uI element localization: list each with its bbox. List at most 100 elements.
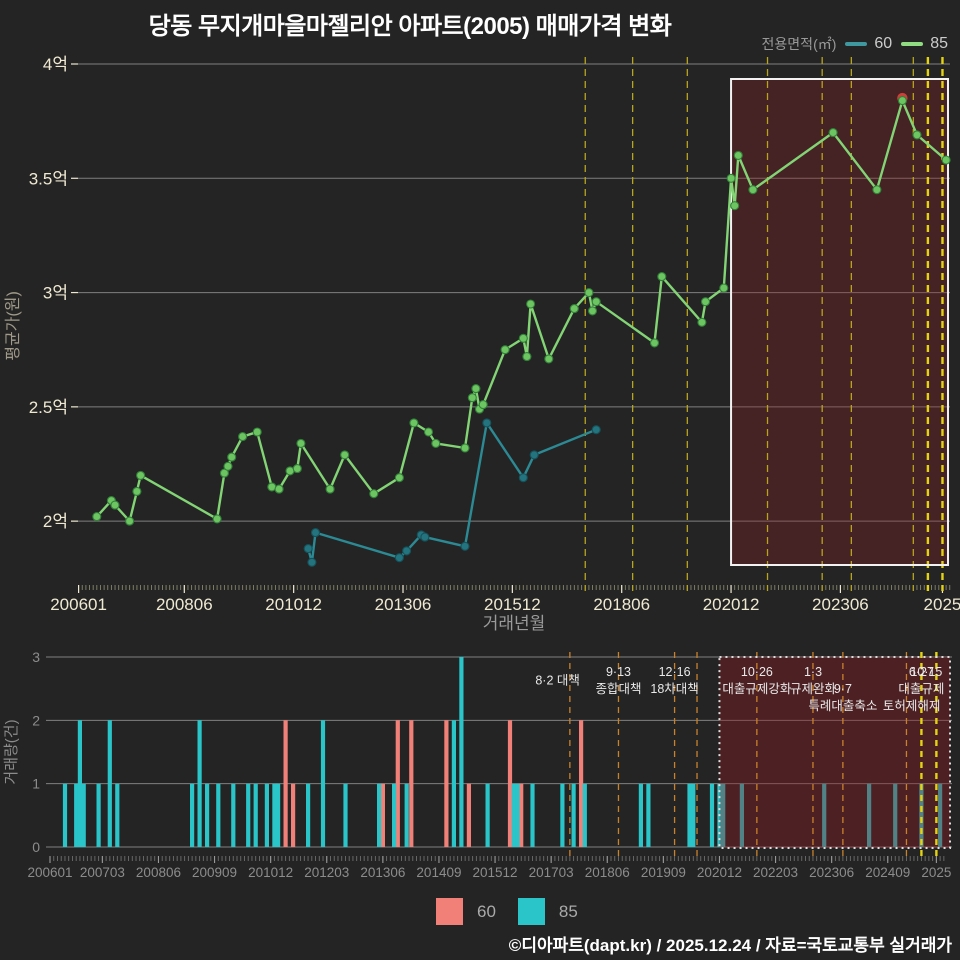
price-point-60[interactable] [303,544,313,554]
price-point-85[interactable] [478,400,488,410]
price-point-85[interactable] [828,128,838,138]
price-point-85[interactable] [223,461,233,471]
volume-bar-85[interactable] [687,783,692,847]
volume-bar-85[interactable] [272,783,277,847]
price-point-85[interactable] [252,427,262,437]
volume-bar-85[interactable] [74,783,79,847]
volume-bar-85[interactable] [276,783,281,847]
price-point-85[interactable] [394,473,404,483]
volume-bar-85[interactable] [404,783,409,847]
price-point-85[interactable] [591,297,601,307]
price-point-85[interactable] [544,354,554,364]
price-point-85[interactable] [522,352,532,362]
price-point-85[interactable] [423,427,434,437]
volume-bar-60[interactable] [507,720,513,847]
price-point-85[interactable] [369,489,379,499]
price-point-85[interactable] [132,486,142,496]
volume-bar-85[interactable] [320,720,326,847]
price-point-85[interactable] [500,345,510,355]
price-point-60[interactable] [460,541,470,551]
volume-bar-60[interactable] [466,783,471,847]
volume-bar-85[interactable] [197,720,202,847]
price-point-85[interactable] [238,432,248,442]
price-point-85[interactable] [110,500,120,510]
volume-legend-item-85[interactable]: 85 [517,898,578,925]
price-point-85[interactable] [526,299,536,309]
volume-bar-85[interactable] [77,720,82,847]
volume-bar-85[interactable] [306,783,311,847]
volume-bar-85[interactable] [377,783,382,847]
price-point-85[interactable] [748,185,758,195]
price-point-85[interactable] [431,438,441,448]
price-point-85[interactable] [125,516,135,526]
price-point-85[interactable] [733,150,743,160]
price-point-85[interactable] [649,338,660,348]
price-point-85[interactable] [92,512,102,522]
price-point-85[interactable] [726,173,736,183]
price-point-85[interactable] [471,384,481,394]
volume-bar-85[interactable] [246,783,251,847]
price-point-85[interactable] [136,470,146,480]
volume-bar-85[interactable] [571,783,576,847]
price-point-85[interactable] [697,317,707,327]
volume-bar-85[interactable] [205,783,210,847]
price-point-60[interactable] [402,546,412,556]
price-point-60[interactable] [420,532,430,542]
volume-bar-85[interactable] [107,720,112,847]
volume-bar-85[interactable] [62,783,68,847]
price-point-60[interactable] [529,450,539,460]
price-point-60[interactable] [394,553,404,563]
volume-bar-60[interactable] [291,783,296,847]
price-point-85[interactable] [325,484,335,494]
price-point-85[interactable] [340,450,350,460]
price-point-85[interactable] [296,438,306,448]
price-point-85[interactable] [700,297,711,307]
price-point-85[interactable] [467,393,477,403]
volume-bar-85[interactable] [190,783,195,847]
volume-bar-60[interactable] [444,720,449,847]
volume-bar-85[interactable] [451,720,456,847]
volume-bar-85[interactable] [511,783,516,847]
volume-bar-85[interactable] [216,783,221,847]
volume-bar-85[interactable] [560,783,565,847]
price-point-85[interactable] [584,288,594,298]
price-point-85[interactable] [274,484,284,494]
price-point-85[interactable] [941,155,951,165]
price-point-85[interactable] [569,304,579,314]
volume-bar-85[interactable] [459,657,464,847]
volume-bar-60[interactable] [283,720,288,847]
price-point-85[interactable] [912,130,922,140]
price-point-60[interactable] [307,557,317,567]
volume-bar-85[interactable] [264,783,269,847]
volume-bar-85[interactable] [96,783,101,847]
volume-bar-85[interactable] [721,783,726,847]
price-point-85[interactable] [872,185,882,195]
volume-bar-85[interactable] [691,783,696,847]
volume-bar-85[interactable] [893,783,898,847]
price-point-85[interactable] [657,272,667,282]
price-point-60[interactable] [310,528,321,538]
price-point-85[interactable] [227,452,237,462]
volume-bar-60[interactable] [395,720,400,847]
price-point-85[interactable] [730,201,740,211]
volume-bar-85[interactable] [81,783,86,847]
price-point-85[interactable] [212,514,222,524]
volume-bar-85[interactable] [646,783,651,847]
price-point-85[interactable] [719,283,729,293]
volume-bar-85[interactable] [343,783,348,847]
price-point-85[interactable] [409,418,419,428]
price-point-60[interactable] [482,418,492,428]
volume-bar-85[interactable] [638,783,643,847]
volume-bar-85[interactable] [822,783,827,847]
price-point-60[interactable] [591,425,601,435]
volume-bar-85[interactable] [115,783,120,847]
volume-bar-85[interactable] [253,783,258,847]
volume-bar-85[interactable] [867,783,872,847]
volume-bar-85[interactable] [515,783,520,847]
volume-bar-85[interactable] [485,783,490,847]
price-point-85[interactable] [587,306,598,316]
volume-bar-85[interactable] [709,783,715,847]
price-point-60[interactable] [518,473,528,483]
volume-legend-item-60[interactable]: 60 [436,898,496,925]
legend-item-85[interactable]: 85 [901,35,948,53]
